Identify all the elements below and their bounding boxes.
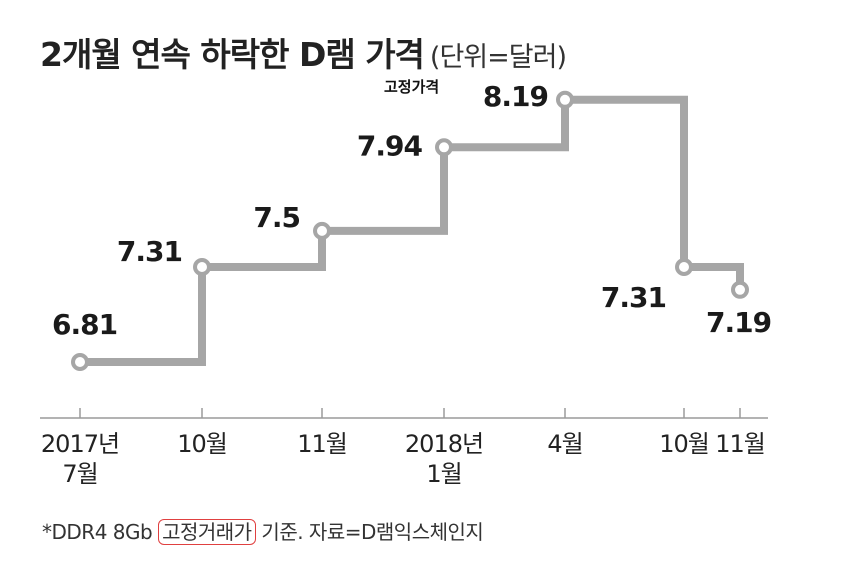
data-point: [313, 221, 331, 240]
x-tick-label-line: 7월: [62, 460, 97, 488]
unit-label: (단위=달러): [429, 42, 567, 73]
x-tick-label: 4월: [547, 430, 582, 458]
data-point: [193, 258, 211, 276]
data-label: 7.94: [357, 129, 423, 162]
x-tick-label: 11월: [297, 430, 347, 458]
x-tick-label-line: 2017년: [41, 430, 119, 458]
x-tick-label-line: 4월: [547, 430, 582, 458]
x-tick-label-line: 10월: [177, 430, 227, 458]
chart-title: 2개월 연속 하락한 D램 가격 (단위=달러): [40, 28, 567, 76]
x-tick-label-line: 11월: [297, 430, 347, 458]
x-tick-label: 2017년 7월: [41, 430, 119, 488]
x-tick-label: 10월: [659, 430, 709, 458]
data-label: 8.19: [483, 80, 548, 113]
data-point: [675, 258, 693, 276]
data-label: 7.19: [706, 306, 771, 339]
x-tick-label-line: 2018년: [405, 430, 483, 458]
data-label: 7.31: [601, 281, 666, 314]
footnote-prefix: *DDR4 8Gb: [42, 520, 159, 544]
footnote-highlight: 고정거래가: [158, 519, 256, 545]
data-label: 6.81: [52, 308, 117, 341]
data-point: [556, 90, 574, 109]
x-tick-label: 10월: [177, 430, 227, 458]
x-tick-label-line: 11월: [715, 430, 765, 458]
footnote-suffix: 기준. 자료=D램익스체인지: [255, 520, 484, 544]
footnote: *DDR4 8Gb 고정거래가 기준. 자료=D램익스체인지: [42, 516, 484, 545]
x-tick-label-line: 1월: [426, 460, 461, 488]
data-point: [435, 138, 453, 157]
data-point: [71, 353, 89, 371]
data-label: 7.31: [117, 235, 182, 268]
data-point: [731, 280, 749, 299]
x-tick-label: 11월: [715, 430, 765, 458]
data-label: 7.5: [253, 201, 300, 234]
x-tick-label-line: 10월: [659, 430, 709, 458]
annotation-label: 고정가격: [384, 78, 440, 96]
title-text: 2개월 연속 하락한 D램 가격: [40, 35, 425, 74]
x-tick-label: 2018년 1월: [405, 430, 483, 488]
